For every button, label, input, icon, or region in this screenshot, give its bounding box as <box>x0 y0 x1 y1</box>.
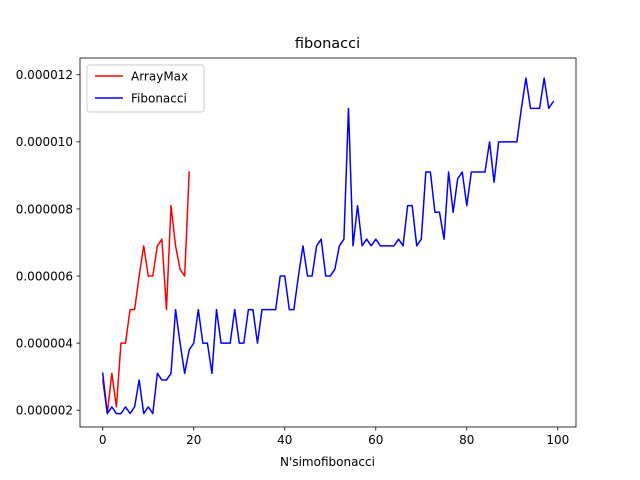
x-tick-label: 40 <box>277 433 292 447</box>
y-tick-label: 0.000006 <box>16 269 73 283</box>
x-tick-label: 20 <box>186 433 201 447</box>
x-axis-label: N'simofibonacci <box>280 455 375 469</box>
y-tick-label: 0.000010 <box>16 135 73 149</box>
y-tick-label: 0.000008 <box>16 202 73 216</box>
y-tick-label: 0.000012 <box>16 68 73 82</box>
series-line-arraymax <box>101 171 190 415</box>
x-tick-label: 60 <box>368 433 383 447</box>
y-tick-label: 0.000004 <box>16 336 73 350</box>
series-line-fibonacci <box>101 77 555 415</box>
axes-frame <box>79 57 577 428</box>
x-tick-label: 80 <box>459 433 474 447</box>
legend-label-fibonacci: Fibonacci <box>131 91 187 105</box>
chart-title: fibonacci <box>295 36 360 52</box>
y-tick-label: 0.000002 <box>16 404 73 418</box>
x-tick-label: 100 <box>546 433 569 447</box>
legend-label-arraymax: ArrayMax <box>131 69 188 83</box>
legend: ArrayMax Fibonacci <box>86 64 205 113</box>
plot-area: 0 20 40 60 80 100 0.000002 0.000004 0.000006 0.00… <box>16 57 577 447</box>
x-tick-label: 0 <box>99 433 107 447</box>
